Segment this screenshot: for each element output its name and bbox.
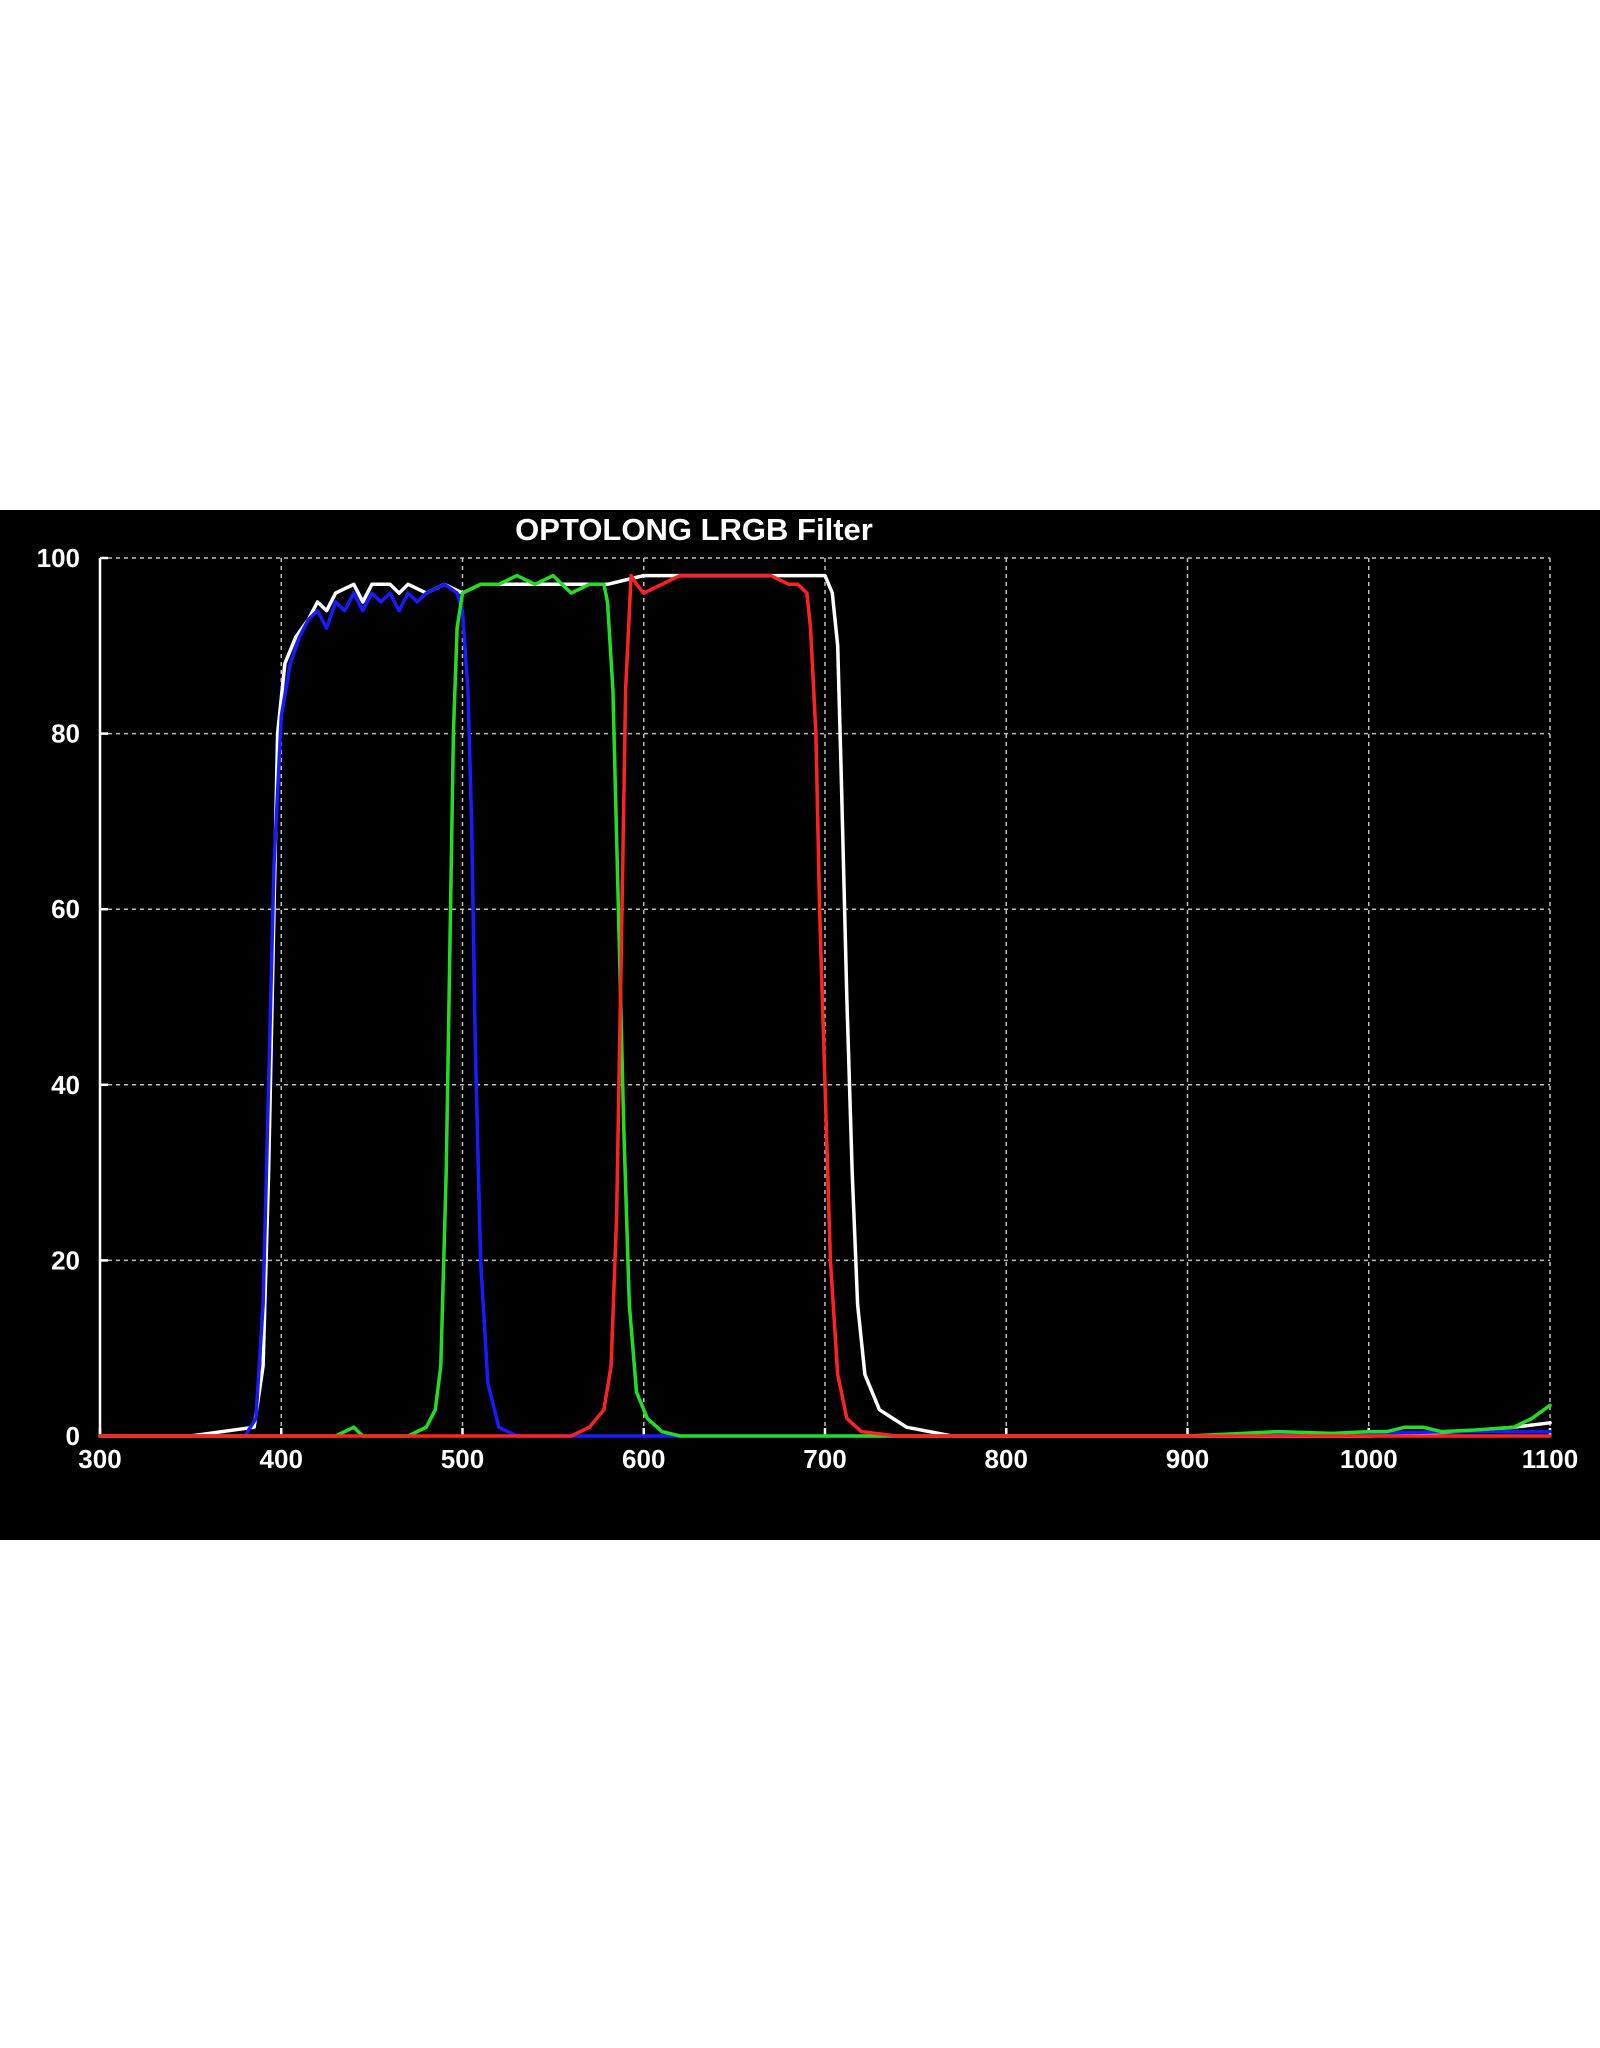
y-tick-label: 80 [51, 719, 80, 749]
chart-svg: OPTOLONG LRGB Filter 300 400 500 600 700 800 9… [37, 512, 1579, 1474]
x-tick-label: 1100 [1522, 1444, 1578, 1474]
chart-panel: OPTOLONG LRGB Filter 300 400 500 600 700 800 9… [0, 510, 1600, 1540]
y-tick-label: 20 [51, 1245, 80, 1275]
x-tick-label: 500 [441, 1444, 484, 1474]
x-tick-label: 300 [78, 1444, 121, 1474]
series-line-1 [98, 582, 1552, 1438]
y-tick-label: 60 [51, 894, 80, 924]
x-tick-label: 600 [622, 1444, 665, 1474]
y-tick-label: 0 [66, 1421, 80, 1451]
y-tick-label: 100 [37, 543, 80, 573]
grid [100, 557, 1551, 1436]
x-tick-label: 1000 [1340, 1444, 1398, 1474]
x-tick-label: 400 [260, 1444, 303, 1474]
tick-labels: 300 400 500 600 700 800 900 1000 1100 0 20 40 60 80 10… [37, 543, 1579, 1474]
series-line-3 [98, 573, 1552, 1438]
series-line-2 [98, 573, 1552, 1438]
x-tick-label: 900 [1166, 1444, 1209, 1474]
chart-title: OPTOLONG LRGB Filter [515, 512, 873, 547]
series-layer [98, 573, 1552, 1438]
x-tick-label: 800 [985, 1444, 1028, 1474]
x-tick-label: 700 [803, 1444, 846, 1474]
y-tick-label: 40 [51, 1070, 80, 1100]
